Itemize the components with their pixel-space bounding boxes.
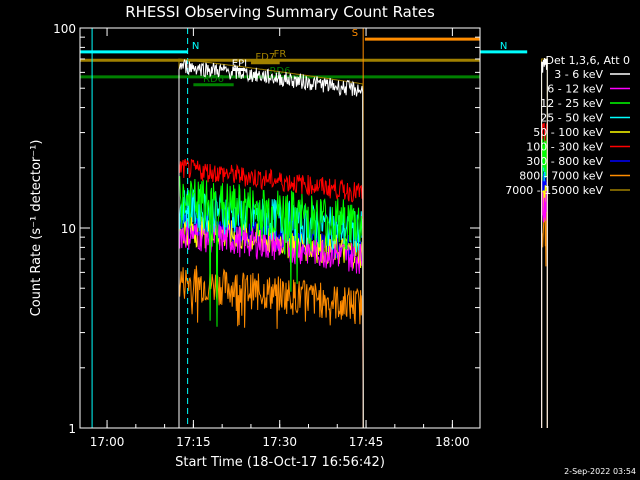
flag-label: N	[192, 41, 199, 52]
series-line	[541, 190, 548, 428]
legend-entry: 100 - 300 keV	[526, 141, 603, 154]
series-line	[178, 58, 364, 429]
series-line	[541, 122, 548, 428]
flag-label: N	[500, 41, 507, 52]
series-line	[178, 175, 364, 429]
legend-header: Det 1,3,6, Att 0	[546, 54, 630, 67]
x-axis-label: Start Time (18-Oct-17 16:56:42)	[175, 455, 385, 470]
y-axis: 1 10 100	[53, 22, 480, 436]
x-tick-label: 17:15	[176, 435, 211, 449]
flag-label: FR	[274, 49, 287, 60]
y-axis-label: Count Rate (s⁻¹ detector⁻¹)	[29, 140, 44, 317]
legend-entry: 800 - 7000 keV	[519, 170, 603, 183]
series-line	[178, 265, 364, 429]
timestamp: 2-Sep-2022 03:54	[564, 467, 636, 476]
legend-entry: 25 - 50 keV	[540, 112, 603, 125]
flag-label: S	[352, 28, 358, 39]
legend-entry: 12 - 25 keV	[540, 97, 603, 110]
series-line	[178, 158, 364, 429]
flag-label: EPI	[232, 59, 247, 70]
y-tick-label: 100	[53, 22, 76, 36]
x-tick-label: 17:00	[90, 435, 125, 449]
series-line	[178, 58, 364, 429]
legend-entry: 6 - 12 keV	[547, 83, 603, 96]
flag-label: RD6	[203, 74, 224, 85]
flag-label: FD7	[255, 52, 275, 63]
legend-entry: 300 - 800 keV	[526, 155, 603, 168]
y-tick-label: 10	[61, 222, 76, 236]
x-tick-label: 17:30	[262, 435, 297, 449]
y-tick-label: 1	[68, 422, 76, 436]
series-line	[541, 57, 548, 428]
legend-entry: 3 - 6 keV	[554, 68, 603, 81]
legend-entry: 50 - 100 keV	[533, 126, 603, 139]
chart-title: RHESSI Observing Summary Count Rates	[125, 3, 435, 21]
x-tick-label: 18:00	[435, 435, 470, 449]
x-axis: 17:00 17:15 17:30 17:45 18:00	[90, 28, 470, 449]
legend-entry: 7000 - 15000 keV	[505, 184, 603, 197]
series-layer	[178, 57, 548, 429]
x-tick-label: 17:45	[349, 435, 384, 449]
